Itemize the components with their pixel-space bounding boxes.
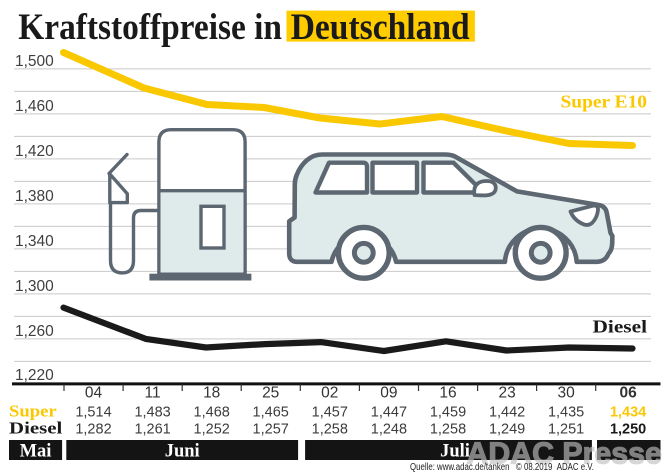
svg-text:1,260: 1,260 — [15, 323, 54, 340]
svg-text:Kraftstoffpreise in: Kraftstoffpreise in — [18, 7, 282, 48]
svg-text:1,442: 1,442 — [489, 404, 525, 420]
svg-text:18: 18 — [203, 384, 220, 401]
svg-text:09: 09 — [380, 384, 397, 401]
svg-text:1,483: 1,483 — [134, 404, 170, 420]
svg-text:Juni: Juni — [165, 442, 200, 462]
svg-text:Deutschland: Deutschland — [291, 7, 470, 48]
svg-text:02: 02 — [321, 384, 338, 401]
svg-text:ADAC Presse: ADAC Presse — [467, 436, 662, 471]
svg-text:1,261: 1,261 — [134, 422, 170, 438]
svg-text:1,457: 1,457 — [312, 404, 348, 420]
svg-text:Super: Super — [9, 401, 57, 420]
svg-text:1,435: 1,435 — [548, 404, 584, 420]
svg-text:04: 04 — [85, 384, 103, 401]
svg-text:1,300: 1,300 — [15, 278, 54, 295]
svg-text:1,500: 1,500 — [15, 53, 54, 70]
svg-text:1,465: 1,465 — [253, 404, 289, 420]
svg-text:Diesel: Diesel — [593, 317, 648, 337]
svg-text:1,250: 1,250 — [610, 422, 646, 438]
svg-text:16: 16 — [439, 384, 456, 401]
svg-text:23: 23 — [498, 384, 515, 401]
svg-text:Diesel: Diesel — [9, 419, 63, 438]
svg-text:25: 25 — [262, 384, 279, 401]
svg-text:30: 30 — [557, 384, 575, 401]
svg-text:1,459: 1,459 — [430, 404, 466, 420]
svg-text:Juli: Juli — [440, 442, 470, 462]
svg-text:1,258: 1,258 — [312, 422, 348, 438]
svg-text:1,420: 1,420 — [15, 143, 54, 160]
svg-text:1,460: 1,460 — [15, 98, 54, 115]
svg-text:1,251: 1,251 — [548, 422, 584, 438]
svg-text:1,220: 1,220 — [15, 367, 54, 384]
svg-text:1,434: 1,434 — [610, 404, 646, 420]
svg-text:06: 06 — [619, 384, 637, 401]
svg-text:1,447: 1,447 — [371, 404, 407, 420]
svg-text:1,380: 1,380 — [15, 188, 54, 205]
svg-text:1,248: 1,248 — [371, 422, 407, 438]
svg-text:11: 11 — [145, 384, 161, 401]
svg-text:Quelle: www.adac.de/tanken ©: Quelle: www.adac.de/tanken © 08.2019 ADA… — [410, 462, 594, 473]
svg-text:1,257: 1,257 — [253, 422, 289, 438]
svg-text:1,340: 1,340 — [15, 233, 54, 250]
svg-text:1,249: 1,249 — [489, 422, 525, 438]
svg-text:1,258: 1,258 — [430, 422, 466, 438]
svg-text:1,514: 1,514 — [75, 404, 111, 420]
svg-text:Mai: Mai — [20, 442, 52, 462]
svg-text:1,468: 1,468 — [194, 404, 230, 420]
svg-text:Super E10: Super E10 — [561, 92, 648, 112]
svg-text:1,282: 1,282 — [75, 422, 111, 438]
svg-text:1,252: 1,252 — [194, 422, 230, 438]
